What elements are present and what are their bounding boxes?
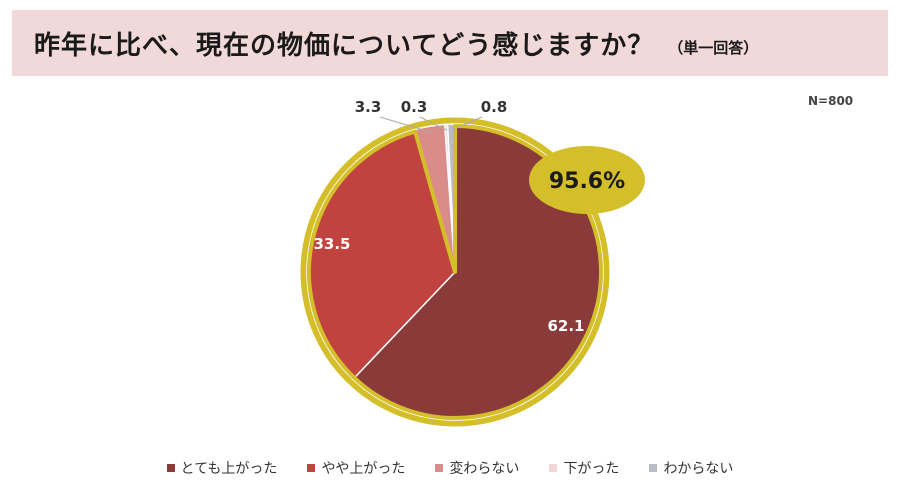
pie-highlight-ring <box>300 117 610 427</box>
chart-subtitle: （単一回答） <box>668 38 759 57</box>
legend-item-3: 変わらない <box>435 458 519 478</box>
legend-swatch <box>435 464 444 472</box>
sample-size-label: N=800 <box>808 94 854 108</box>
data-label-4: 0.3 <box>401 98 428 116</box>
chart-title: 昨年に比べ、現在の物価についてどう感じますか？ <box>34 30 655 61</box>
leader-line-4 <box>419 116 447 131</box>
leader-line-5 <box>451 116 483 131</box>
legend-item-5: わからない <box>649 458 733 478</box>
legend-label: やや上がった <box>321 461 406 477</box>
legend-label: とても上がった <box>180 461 278 477</box>
legend-label: わからない <box>663 461 734 477</box>
title-bar: 昨年に比べ、現在の物価についてどう感じますか？ （単一回答） <box>12 10 888 76</box>
highlight-callout-label: 95.6% <box>549 169 625 194</box>
legend-item-4: 下がった <box>549 458 619 478</box>
data-label-5: 0.8 <box>481 98 508 116</box>
data-label-1: 62.1 <box>547 317 584 335</box>
legend-swatch <box>549 464 558 472</box>
leader-line-3 <box>379 116 431 133</box>
legend-swatch <box>307 464 316 472</box>
data-label-2: 33.5 <box>313 235 350 253</box>
legend: とても上がった やや上がった 変わらない 下がった わからない <box>0 458 900 478</box>
data-label-3: 3.3 <box>355 98 382 116</box>
legend-item-1: とても上がった <box>166 458 278 478</box>
legend-swatch <box>649 464 658 472</box>
legend-swatch <box>166 464 175 472</box>
highlight-callout <box>529 146 645 214</box>
legend-item-2: やや上がった <box>307 458 405 478</box>
legend-label: 変わらない <box>449 461 520 477</box>
legend-label: 下がった <box>563 461 620 477</box>
